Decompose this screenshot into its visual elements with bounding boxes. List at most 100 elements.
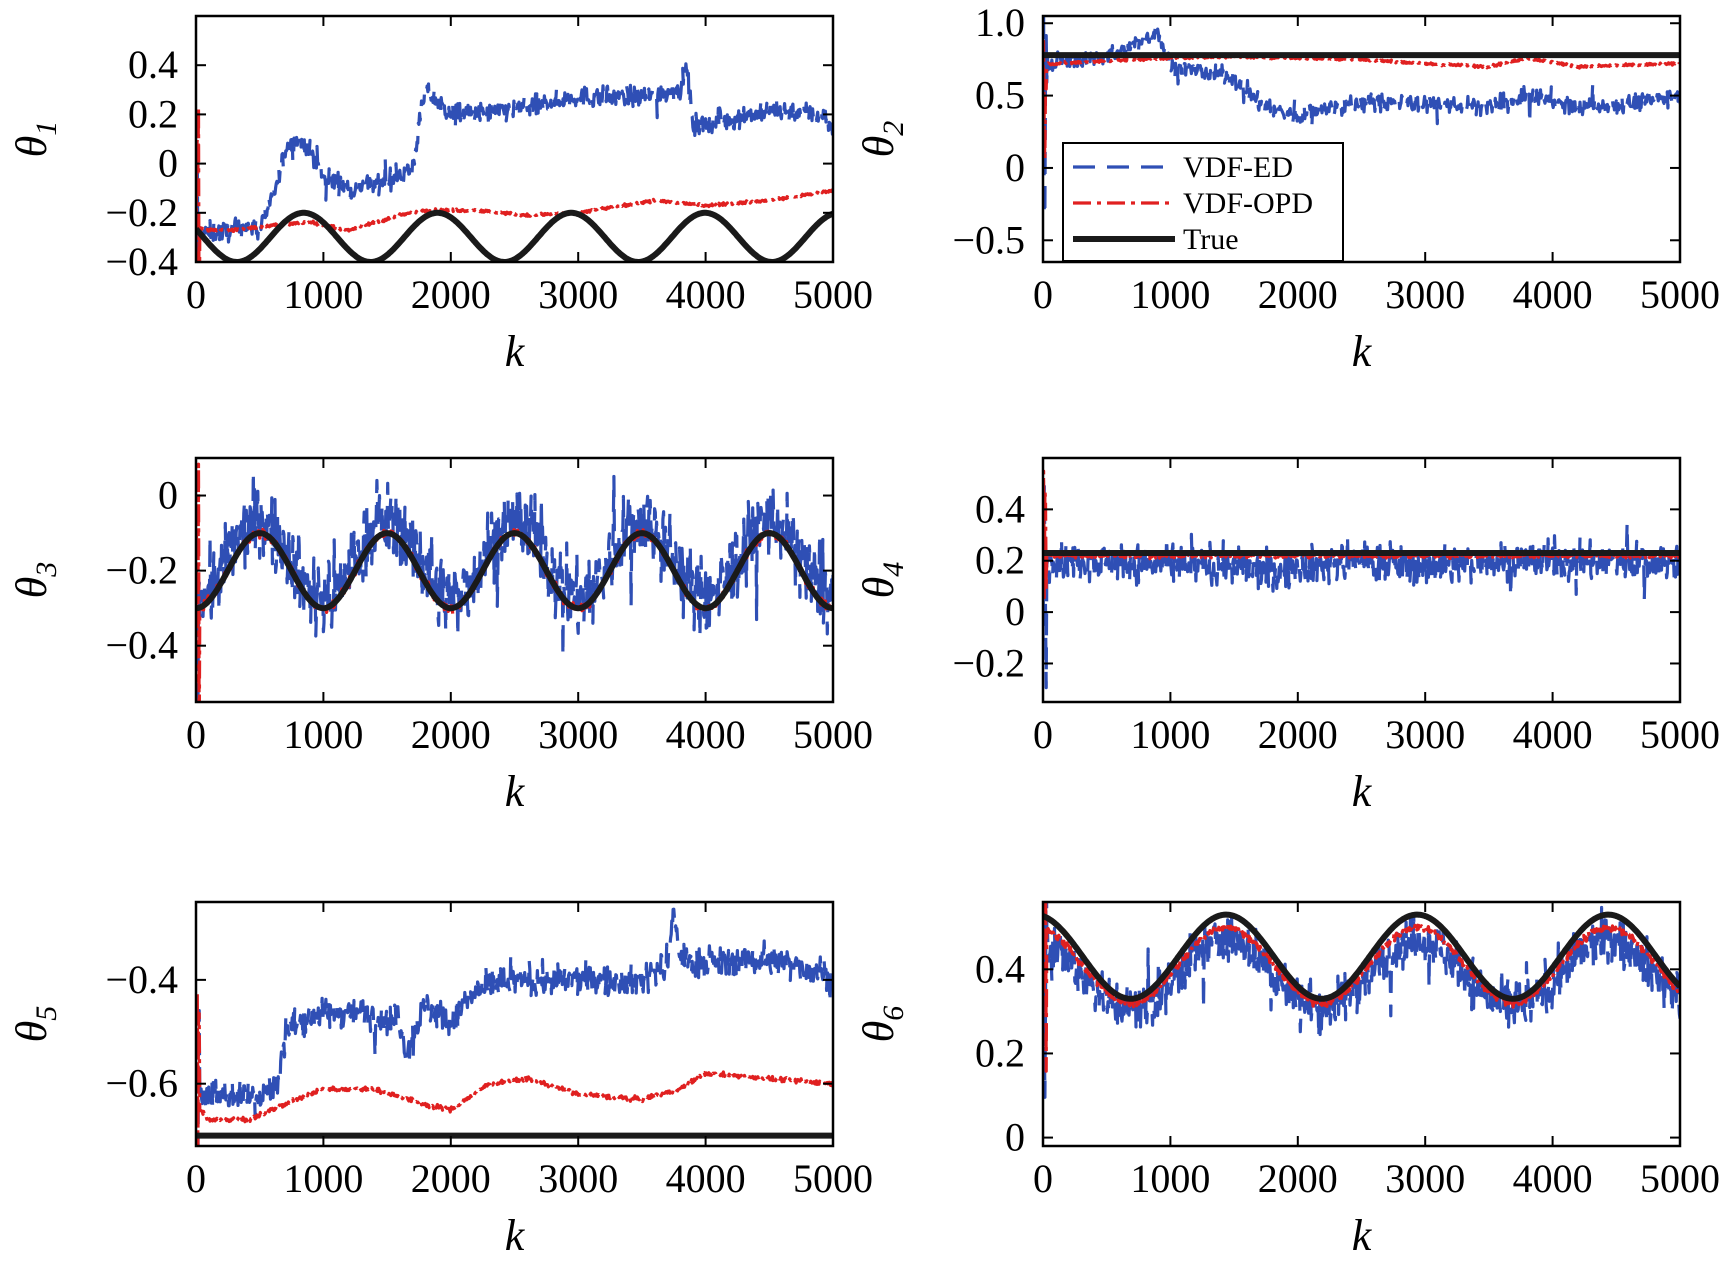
plot-area xyxy=(196,462,833,702)
x-tick-label: 5000 xyxy=(793,1156,873,1201)
y-tick-label: −0.2 xyxy=(952,640,1025,685)
legend-label: VDF-ED xyxy=(1183,151,1293,184)
series-line-vdf-ed xyxy=(196,470,833,702)
x-tick-label: 2000 xyxy=(411,1156,491,1201)
x-tick-label: 4000 xyxy=(666,712,746,757)
y-tick-label: 1.0 xyxy=(975,0,1025,45)
x-tick-label: 4000 xyxy=(1513,272,1593,317)
axes-frame xyxy=(194,14,835,264)
y-axis-label: θ1 xyxy=(7,121,63,158)
axes-frame xyxy=(194,900,835,1148)
series-line-vdf-opd xyxy=(196,105,833,262)
subplot-6: 0 1000 2000 3000 4000 5000 0 0.2 0.4 k θ6 xyxy=(854,900,1720,1260)
y-tick-label: 0.4 xyxy=(128,42,178,87)
y-tick-label: 0 xyxy=(1005,1115,1025,1160)
x-axis-label: k xyxy=(1352,767,1373,816)
series-line-true xyxy=(196,530,833,612)
y-axis-label: θ4 xyxy=(854,562,910,599)
y-tick-label: 0.2 xyxy=(975,538,1025,583)
y-tick-label: 0.2 xyxy=(128,91,178,136)
y-tick-label: −0.2 xyxy=(105,548,178,593)
x-tick-label: 2000 xyxy=(1258,712,1338,757)
series-line-true xyxy=(1043,911,1680,1002)
x-tick-label: 0 xyxy=(1033,272,1053,317)
y-tick-label: −0.5 xyxy=(952,217,1025,262)
x-tick-label: 1000 xyxy=(283,272,363,317)
legend-label: VDF-OPD xyxy=(1183,187,1313,220)
y-axis-label: θ6 xyxy=(854,1006,910,1043)
x-tick-label: 4000 xyxy=(666,272,746,317)
y-tick-label: −0.4 xyxy=(105,623,178,668)
x-tick-label: 3000 xyxy=(538,272,618,317)
x-tick-label: 2000 xyxy=(411,712,491,757)
x-tick-label: 5000 xyxy=(793,712,873,757)
x-axis-label: k xyxy=(1352,327,1373,376)
x-tick-label: 3000 xyxy=(1385,272,1465,317)
axes-frame xyxy=(1041,456,1682,704)
x-axis-label: k xyxy=(505,1211,526,1260)
x-tick-label: 2000 xyxy=(1258,272,1338,317)
axes-frame xyxy=(194,456,835,704)
y-tick-label: 0.4 xyxy=(975,486,1025,531)
x-tick-label: 0 xyxy=(186,712,206,757)
x-tick-label: 2000 xyxy=(1258,1156,1338,1201)
x-tick-label: 5000 xyxy=(793,272,873,317)
x-tick-label: 3000 xyxy=(538,712,618,757)
x-tick-label: 4000 xyxy=(1513,712,1593,757)
x-tick-label: 2000 xyxy=(411,272,491,317)
x-axis-label: k xyxy=(1352,1211,1373,1260)
x-tick-label: 0 xyxy=(1033,1156,1053,1201)
y-axis-label: θ2 xyxy=(854,121,910,158)
y-tick-label: 0 xyxy=(158,473,178,518)
y-tick-label: 0.4 xyxy=(975,946,1025,991)
y-tick-label: −0.6 xyxy=(105,1061,178,1106)
series-line-vdf-opd xyxy=(1043,39,1680,161)
x-tick-label: 3000 xyxy=(1385,712,1465,757)
y-axis-label: θ5 xyxy=(7,1006,63,1043)
x-tick-label: 0 xyxy=(1033,712,1053,757)
x-tick-label: 5000 xyxy=(1640,1156,1720,1201)
axes-frame xyxy=(1041,900,1682,1148)
y-tick-label: −0.4 xyxy=(105,239,178,284)
y-axis-label: θ3 xyxy=(7,562,63,599)
subplot-5: 0 1000 2000 3000 4000 5000 −0.6 −0.4 k θ5 xyxy=(7,900,873,1260)
series-line-vdf-ed xyxy=(1043,16,1680,217)
series-line-vdf-opd xyxy=(196,990,833,1146)
plot-area xyxy=(1043,902,1680,1099)
x-tick-label: 4000 xyxy=(1513,1156,1593,1201)
x-tick-label: 0 xyxy=(186,272,206,317)
x-tick-label: 0 xyxy=(186,1156,206,1201)
plot-area xyxy=(1043,16,1680,217)
x-tick-label: 3000 xyxy=(538,1156,618,1201)
x-tick-label: 1000 xyxy=(1130,272,1210,317)
x-tick-label: 3000 xyxy=(1385,1156,1465,1201)
x-tick-label: 4000 xyxy=(666,1156,746,1201)
series-line-vdf-ed xyxy=(1043,484,1680,690)
y-tick-label: 0.5 xyxy=(975,73,1025,118)
series-line-vdf-ed xyxy=(196,907,833,1146)
x-axis-label: k xyxy=(505,767,526,816)
x-tick-label: 1000 xyxy=(1130,1156,1210,1201)
series-line-vdf-ed xyxy=(196,62,833,262)
series-line-true xyxy=(196,209,833,262)
subplot-3: 0 1000 2000 3000 4000 5000 −0.4 −0.2 0 k θ3 xyxy=(7,456,873,816)
plot-area xyxy=(196,907,833,1146)
x-tick-label: 5000 xyxy=(1640,272,1720,317)
series-line-vdf-ed xyxy=(1043,902,1680,1099)
y-tick-label: 0 xyxy=(1005,145,1025,190)
plot-area xyxy=(1043,469,1680,690)
x-tick-label: 1000 xyxy=(1130,712,1210,757)
subplot-1: 0 1000 2000 3000 4000 5000 −0.4−0.20 0.20.4 k θ1 xyxy=(7,14,873,376)
x-tick-label: 1000 xyxy=(283,1156,363,1201)
y-tick-label: 0.2 xyxy=(975,1030,1025,1075)
y-tick-label: −0.4 xyxy=(105,957,178,1002)
plot-area xyxy=(196,62,833,262)
y-tick-label: 0 xyxy=(1005,589,1025,634)
axes-frame xyxy=(1041,14,1682,264)
y-tick-label: −0.2 xyxy=(105,190,178,235)
y-tick-label: 0 xyxy=(158,141,178,186)
